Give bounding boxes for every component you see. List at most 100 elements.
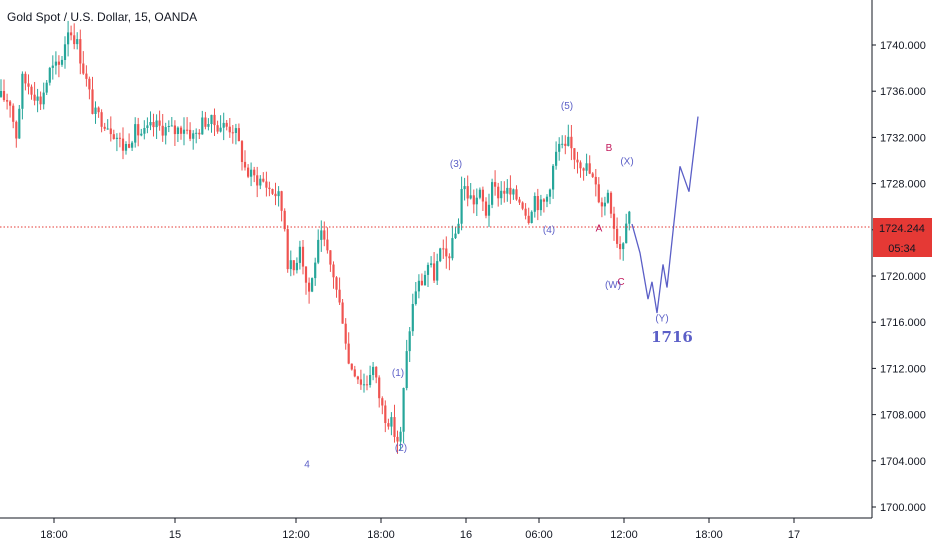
candle-body — [262, 178, 265, 182]
candle-body — [393, 417, 396, 437]
candle-body — [378, 377, 381, 399]
candle-body — [448, 256, 451, 259]
price-tick-label: 1708.000 — [880, 410, 926, 422]
candle-body — [475, 197, 478, 205]
candle-body — [109, 128, 112, 135]
candle-body — [6, 100, 9, 102]
candle-body — [36, 96, 39, 101]
countdown-badge-bg — [873, 238, 932, 257]
candle-body — [231, 132, 234, 134]
candle-body — [335, 277, 338, 290]
candle-body — [616, 228, 619, 244]
candle-body — [552, 165, 555, 190]
time-tick-label: 06:00 — [525, 529, 553, 541]
candle-body — [216, 125, 219, 132]
candle-body — [289, 260, 292, 270]
candle-body — [54, 61, 57, 66]
candle-body — [292, 260, 295, 271]
candle-body — [338, 289, 341, 303]
candle-body — [369, 375, 372, 385]
wave-label: (1) — [392, 368, 404, 379]
candle-body — [390, 417, 393, 427]
candle-body — [277, 191, 280, 197]
candle-body — [94, 107, 97, 114]
candle-body — [234, 128, 237, 133]
projection-path — [631, 116, 699, 314]
candle-body — [304, 266, 308, 283]
candle-body — [622, 243, 625, 250]
candle-body — [97, 107, 100, 113]
candle-body — [472, 195, 475, 205]
candle-body — [45, 82, 48, 93]
candle-body — [155, 120, 158, 128]
candle-body — [518, 199, 521, 203]
candle-body — [512, 189, 515, 195]
candle-body — [329, 250, 332, 265]
candle-body — [301, 246, 305, 267]
candle-body — [118, 137, 121, 139]
candle-body — [222, 122, 225, 128]
candle-body — [521, 202, 524, 209]
candle-body — [548, 189, 552, 197]
candle-body — [625, 223, 628, 244]
candle-body — [24, 73, 27, 84]
candle-body — [158, 120, 161, 126]
candle-body — [237, 128, 240, 141]
target-label: 1716 — [651, 328, 693, 346]
candle-body — [509, 187, 512, 195]
candle-body — [57, 61, 60, 65]
candle-body — [311, 278, 314, 292]
wave-label: C — [617, 277, 624, 288]
candle-body — [112, 134, 115, 139]
candle-body — [484, 201, 488, 216]
candle-body — [344, 323, 347, 344]
candle-body — [347, 343, 350, 364]
candle-body — [134, 124, 137, 143]
candle-body — [186, 129, 189, 131]
candle-body — [42, 92, 45, 105]
candle-body — [268, 187, 271, 189]
candle-body — [0, 91, 3, 97]
candle-body — [27, 83, 30, 87]
time-tick-label: 18:00 — [367, 529, 395, 541]
candle-body — [609, 192, 613, 214]
candle-body — [536, 196, 539, 211]
candle-body — [469, 195, 472, 199]
candle-body — [487, 204, 491, 216]
price-tick-label: 1700.000 — [880, 502, 926, 514]
candle-body — [582, 168, 585, 171]
candle-body — [500, 190, 503, 199]
candle-body — [451, 238, 454, 259]
wave-label: (4) — [543, 225, 555, 236]
candle-body — [219, 127, 222, 132]
candle-body — [341, 302, 344, 324]
price-tick-label: 1736.000 — [880, 86, 926, 98]
candle-body — [121, 138, 125, 151]
candle-body — [30, 86, 33, 95]
candle-body — [256, 175, 259, 186]
candle-body — [332, 264, 335, 278]
candle-body — [295, 262, 298, 271]
candle-body — [466, 186, 469, 199]
candle-body — [140, 133, 143, 136]
chart-title: Gold Spot / U.S. Dollar, 15, OANDA — [7, 10, 197, 24]
candle-body — [491, 182, 494, 205]
candle-body — [240, 141, 244, 162]
candle-body — [481, 189, 484, 202]
candle-body — [570, 136, 573, 149]
candle-body — [579, 162, 582, 169]
candle-body — [430, 263, 433, 265]
time-tick-label: 18:00 — [40, 529, 68, 541]
price-axis[interactable] — [873, 0, 932, 518]
wave-label: A — [596, 224, 603, 235]
time-axis[interactable] — [0, 519, 872, 550]
axis-corner — [872, 518, 932, 550]
candle-body — [317, 239, 320, 263]
candle-body — [323, 230, 326, 240]
candle-body — [210, 114, 213, 124]
candle-body — [173, 125, 176, 135]
candle-body — [280, 191, 283, 211]
candle-body — [106, 128, 109, 130]
